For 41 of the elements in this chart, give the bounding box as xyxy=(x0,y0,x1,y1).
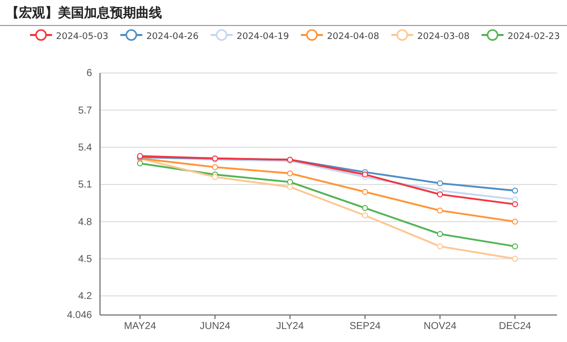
point xyxy=(362,172,368,178)
legend-label: 2024-03-08 xyxy=(417,32,470,42)
point xyxy=(512,218,518,225)
point xyxy=(512,188,518,194)
y-tick-label: 5.1 xyxy=(78,180,92,191)
x-tick-label: DEC24 xyxy=(498,321,532,332)
legend-label: 2024-05-03 xyxy=(56,32,108,42)
x-tick-label: MAY24 xyxy=(124,321,156,332)
x-tick-label: SEP24 xyxy=(349,321,381,332)
legend-label: 2024-04-08 xyxy=(326,32,380,42)
point xyxy=(362,204,368,211)
point xyxy=(287,184,293,190)
point xyxy=(362,188,368,195)
y-tick-label: 6 xyxy=(86,68,92,80)
legend-label: 2024-02-23 xyxy=(508,32,560,42)
x-tick-label: NOV24 xyxy=(424,321,457,332)
point xyxy=(437,231,443,238)
point xyxy=(512,201,518,208)
point xyxy=(512,196,518,202)
point xyxy=(212,174,218,180)
point xyxy=(512,243,518,250)
point xyxy=(437,243,443,250)
point xyxy=(287,170,293,176)
chart-title: 【宏观】美国加息预期曲线 xyxy=(6,5,162,21)
point xyxy=(362,212,368,218)
y-tick-label: 5.7 xyxy=(78,105,92,116)
point xyxy=(437,180,443,186)
y-tick-label: 4.046 xyxy=(66,310,92,322)
legend-label: 2024-04-26 xyxy=(146,32,199,42)
x-tick-label: JLY24 xyxy=(276,321,304,332)
point xyxy=(437,207,443,214)
point xyxy=(212,164,218,170)
y-tick-label: 4.8 xyxy=(78,216,92,228)
y-tick-label: 5.4 xyxy=(78,142,92,154)
legend-label: 2024-04-19 xyxy=(236,32,290,42)
y-tick-label: 4.2 xyxy=(78,291,92,302)
point xyxy=(512,256,518,262)
y-tick-label: 4.5 xyxy=(78,254,92,265)
point xyxy=(287,178,293,185)
x-tick-label: JUN24 xyxy=(200,321,231,332)
point xyxy=(437,191,443,198)
